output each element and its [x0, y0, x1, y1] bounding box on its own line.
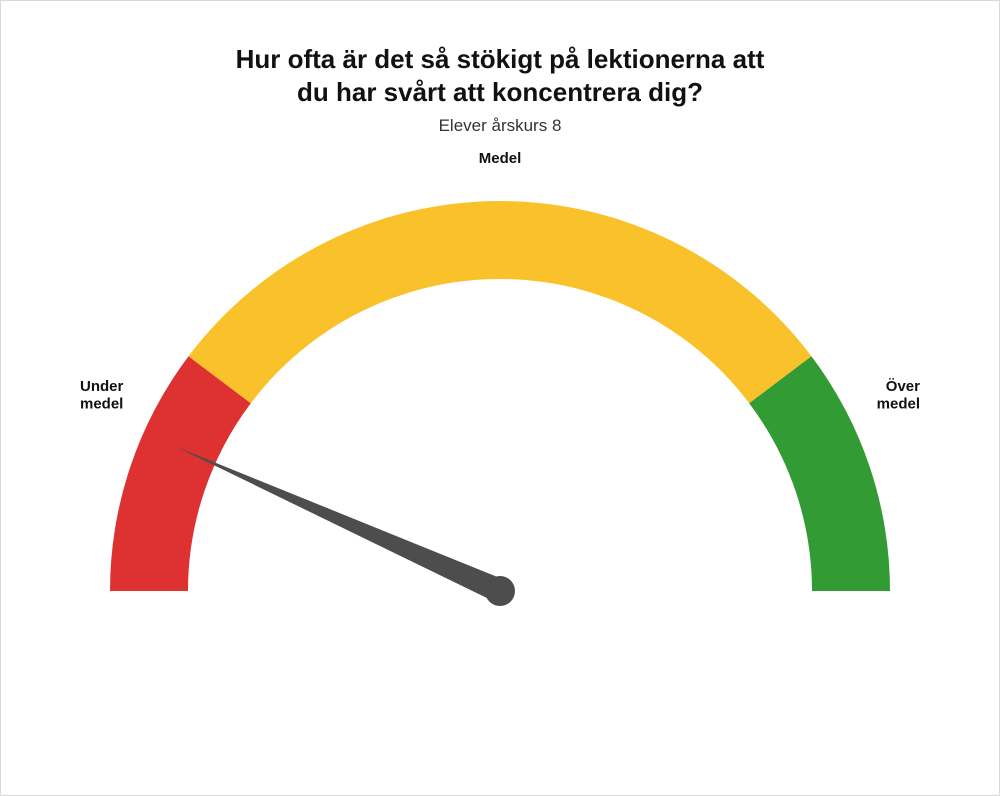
- gauge-segment-over: [749, 356, 890, 591]
- gauge-segment-under: [110, 356, 251, 591]
- gauge-label-top: Medel: [479, 151, 522, 167]
- gauge-chart: Undermedel Medel Övermedel: [1, 151, 999, 651]
- chart-title: Hur ofta är det så stökigt på lektionern…: [1, 43, 999, 108]
- gauge-label-right: Övermedel: [877, 378, 921, 412]
- chart-card: { "title_line1": "Hur ofta är det så stö…: [0, 0, 1000, 796]
- gauge-label-left: Undermedel: [80, 378, 124, 412]
- gauge-segment-medel: [189, 201, 812, 403]
- gauge-svg: Undermedel Medel Övermedel: [70, 151, 930, 651]
- title-line2: du har svårt att koncentrera dig?: [297, 77, 703, 107]
- title-line1: Hur ofta är det så stökigt på lektionern…: [236, 44, 765, 74]
- chart-subtitle: Elever årskurs 8: [1, 116, 999, 136]
- gauge-needle: [176, 447, 505, 602]
- gauge-hub: [485, 576, 515, 606]
